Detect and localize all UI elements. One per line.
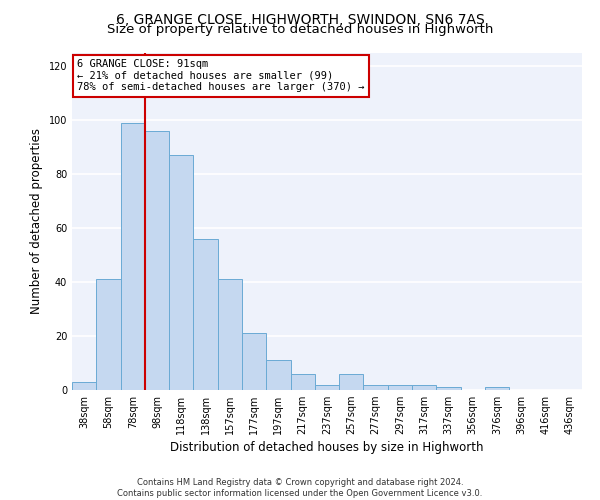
Bar: [485, 388, 509, 390]
Bar: [72, 382, 96, 390]
Bar: [290, 374, 315, 390]
Bar: [121, 122, 145, 390]
X-axis label: Distribution of detached houses by size in Highworth: Distribution of detached houses by size …: [170, 442, 484, 454]
Bar: [436, 388, 461, 390]
Bar: [266, 360, 290, 390]
Bar: [364, 384, 388, 390]
Y-axis label: Number of detached properties: Number of detached properties: [30, 128, 43, 314]
Bar: [193, 239, 218, 390]
Bar: [242, 334, 266, 390]
Bar: [412, 384, 436, 390]
Bar: [388, 384, 412, 390]
Bar: [169, 155, 193, 390]
Bar: [315, 384, 339, 390]
Text: 6, GRANGE CLOSE, HIGHWORTH, SWINDON, SN6 7AS: 6, GRANGE CLOSE, HIGHWORTH, SWINDON, SN6…: [116, 12, 484, 26]
Text: Contains HM Land Registry data © Crown copyright and database right 2024.
Contai: Contains HM Land Registry data © Crown c…: [118, 478, 482, 498]
Bar: [218, 280, 242, 390]
Bar: [145, 131, 169, 390]
Text: Size of property relative to detached houses in Highworth: Size of property relative to detached ho…: [107, 22, 493, 36]
Bar: [339, 374, 364, 390]
Bar: [96, 280, 121, 390]
Text: 6 GRANGE CLOSE: 91sqm
← 21% of detached houses are smaller (99)
78% of semi-deta: 6 GRANGE CLOSE: 91sqm ← 21% of detached …: [77, 59, 365, 92]
